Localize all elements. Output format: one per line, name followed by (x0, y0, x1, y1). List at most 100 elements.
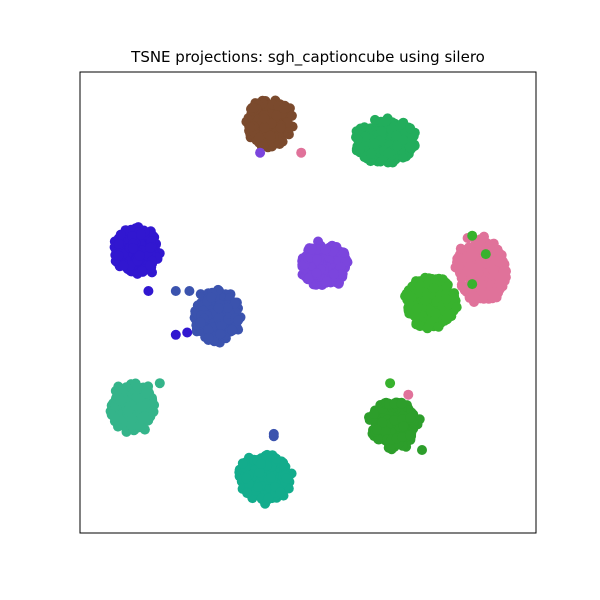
scatter-point-cluster-5 (451, 302, 462, 313)
scatter-point-cluster-4 (453, 261, 464, 272)
scatter-point-cluster-8 (397, 432, 408, 442)
scatter-point-cluster-4 (468, 290, 479, 301)
scatter-point-cluster-0 (265, 130, 276, 141)
scatter-point-outlier (467, 279, 478, 290)
scatter-point-cluster-3 (320, 244, 331, 255)
scatter-point-cluster-2 (113, 250, 124, 261)
scatter-point-cluster-8 (389, 415, 400, 426)
scatter-point-cluster-9 (277, 459, 288, 470)
scatter-point-cluster-9 (241, 473, 252, 484)
scatter-point-cluster-2 (145, 242, 156, 253)
scatter-point-cluster-6 (227, 324, 237, 335)
scatter-point-cluster-3 (328, 246, 339, 257)
scatter-point-cluster-6 (203, 332, 214, 343)
scatter-point-cluster-6 (233, 315, 244, 326)
scatter-point-outlier (182, 327, 193, 338)
scatter-point-outlier (170, 286, 181, 296)
scatter-point-cluster-7 (141, 388, 151, 399)
scatter-point-cluster-8 (371, 424, 382, 435)
scatter-point-cluster-0 (278, 103, 289, 114)
scatter-point-outlier (385, 378, 396, 389)
scatter-point-cluster-1 (407, 133, 418, 144)
scatter-point-cluster-7 (134, 422, 145, 433)
scatter-point-cluster-9 (271, 453, 282, 464)
scatter-point-cluster-1 (380, 116, 390, 127)
scatter-point-cluster-0 (254, 132, 265, 143)
scatter-point-cluster-7 (132, 381, 143, 392)
scatter-point-cluster-6 (229, 298, 240, 309)
chart-title: TSNE projections: sgh_captioncube using … (131, 48, 485, 66)
scatter-point-cluster-1 (405, 123, 416, 134)
scatter-point-cluster-5 (441, 294, 452, 305)
scatter-point-cluster-5 (441, 312, 452, 323)
scatter-point-cluster-2 (137, 265, 148, 276)
scatter-point-outlier (184, 286, 195, 296)
scatter-point-cluster-4 (455, 243, 466, 254)
scatter-point-cluster-5 (441, 281, 452, 292)
scatter-point-cluster-8 (377, 417, 388, 428)
scatter-point-cluster-3 (338, 247, 349, 258)
scatter-point-cluster-7 (123, 405, 134, 416)
scatter-point-cluster-8 (380, 426, 391, 437)
scatter-point-cluster-0 (271, 110, 282, 121)
scatter-point-outlier (396, 398, 407, 409)
scatter-point-cluster-2 (127, 231, 138, 241)
scatter-point-cluster-2 (115, 229, 126, 240)
scatter-point-cluster-3 (321, 276, 332, 287)
scatter-point-cluster-4 (488, 265, 499, 276)
scatter-point-cluster-8 (373, 434, 384, 445)
scatter-point-cluster-6 (216, 320, 227, 331)
scatter-point-cluster-5 (422, 323, 433, 334)
scatter-point-cluster-1 (392, 141, 402, 152)
scatter-point-cluster-8 (405, 430, 415, 441)
scatter-point-cluster-9 (254, 467, 265, 478)
scatter-point-cluster-4 (472, 262, 483, 273)
scatter-point-cluster-9 (255, 459, 266, 469)
scatter-point-cluster-0 (259, 113, 270, 124)
scatter-point-cluster-6 (203, 325, 214, 335)
scatter-point-cluster-3 (303, 273, 314, 284)
scatter-point-cluster-1 (404, 142, 415, 153)
scatter-point-cluster-6 (213, 302, 224, 313)
scatter-point-outlier (296, 147, 307, 158)
scatter-point-cluster-8 (368, 409, 379, 419)
scatter-point-cluster-5 (430, 308, 441, 319)
scatter-point-cluster-0 (245, 122, 256, 133)
scatter-point-cluster-4 (466, 269, 476, 280)
scatter-point-cluster-3 (312, 254, 322, 265)
scatter-point-cluster-7 (115, 395, 126, 406)
scatter-point-outlier (467, 230, 478, 241)
scatter-point-cluster-1 (369, 138, 380, 149)
scatter-point-cluster-3 (307, 244, 318, 255)
scatter-point-cluster-9 (275, 487, 286, 498)
scatter-point-cluster-6 (222, 302, 233, 313)
scatter-point-cluster-1 (383, 148, 394, 159)
scatter-point-cluster-7 (113, 421, 123, 432)
points-layer (105, 95, 511, 509)
scatter-point-cluster-2 (118, 260, 129, 271)
scatter-point-cluster-7 (137, 413, 148, 424)
scatter-point-outlier (255, 147, 266, 158)
scatter-point-cluster-1 (370, 114, 380, 125)
scatter-point-cluster-8 (385, 442, 396, 453)
scatter-point-cluster-4 (493, 256, 504, 266)
scatter-point-cluster-8 (405, 412, 416, 423)
scatter-point-cluster-2 (134, 250, 145, 261)
plot-frame (79, 71, 537, 534)
scatter-point-cluster-4 (465, 261, 476, 272)
scatter-point-cluster-5 (419, 295, 430, 306)
scatter-point-outlier (170, 329, 181, 340)
scatter-point-cluster-6 (206, 292, 217, 303)
scatter-point-cluster-1 (398, 152, 408, 163)
scatter-point-outlier (417, 445, 427, 455)
scatter-point-cluster-1 (352, 134, 363, 145)
scatter-point-cluster-2 (113, 238, 124, 249)
scatter-point-cluster-4 (466, 246, 477, 257)
scatter-point-outlier (143, 286, 154, 296)
scatter-point-cluster-2 (136, 229, 146, 240)
scatter-point-cluster-8 (398, 421, 409, 432)
scatter-point-cluster-5 (429, 283, 439, 294)
scatter-point-cluster-5 (406, 291, 417, 302)
scatter-point-outlier (154, 378, 165, 389)
